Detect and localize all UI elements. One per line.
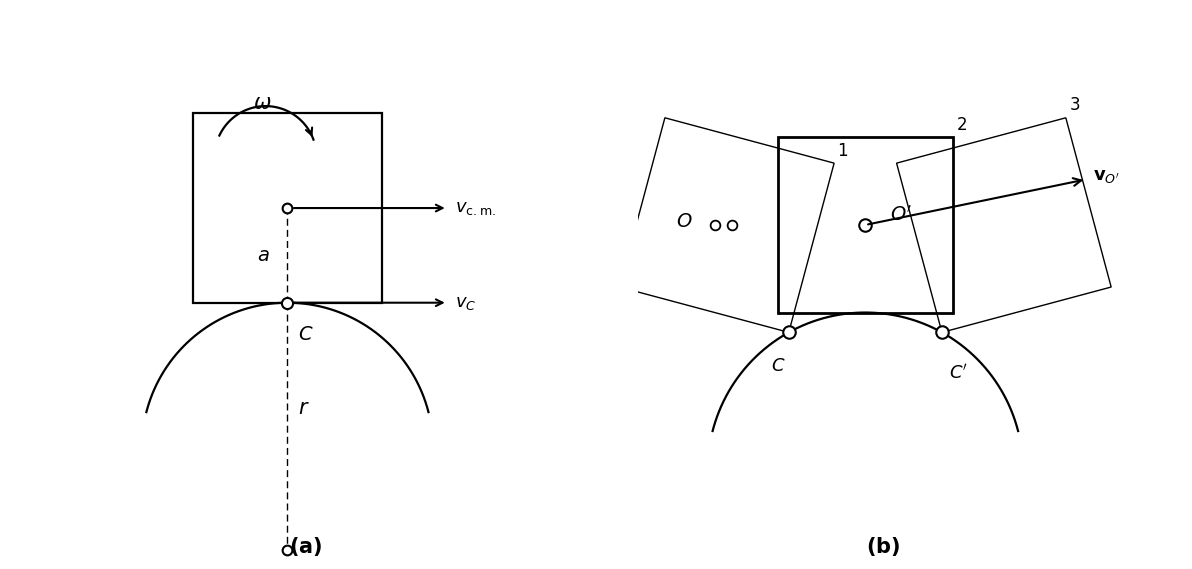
Text: $\omega$: $\omega$ — [253, 93, 272, 113]
Text: 1: 1 — [838, 142, 849, 160]
Text: $C$: $C$ — [298, 324, 313, 344]
Text: $C'$: $C'$ — [949, 364, 968, 383]
Text: $a$: $a$ — [256, 246, 269, 265]
Text: $\bf{(a)}$: $\bf{(a)}$ — [288, 534, 322, 558]
Text: $v_{\rm c.m.}$: $v_{\rm c.m.}$ — [455, 199, 496, 217]
Text: $C$: $C$ — [771, 357, 786, 375]
Text: $r$: $r$ — [298, 398, 310, 418]
Text: $O'$: $O'$ — [890, 204, 912, 224]
Text: $\mathbf{v}_{O^{\prime}}$: $\mathbf{v}_{O^{\prime}}$ — [1093, 167, 1120, 185]
Text: 3: 3 — [1069, 96, 1080, 114]
Text: $O$: $O$ — [677, 212, 693, 231]
Text: $v_C$: $v_C$ — [455, 294, 477, 312]
Text: 2: 2 — [956, 116, 967, 134]
Text: $\bf{(b)}$: $\bf{(b)}$ — [865, 535, 900, 558]
